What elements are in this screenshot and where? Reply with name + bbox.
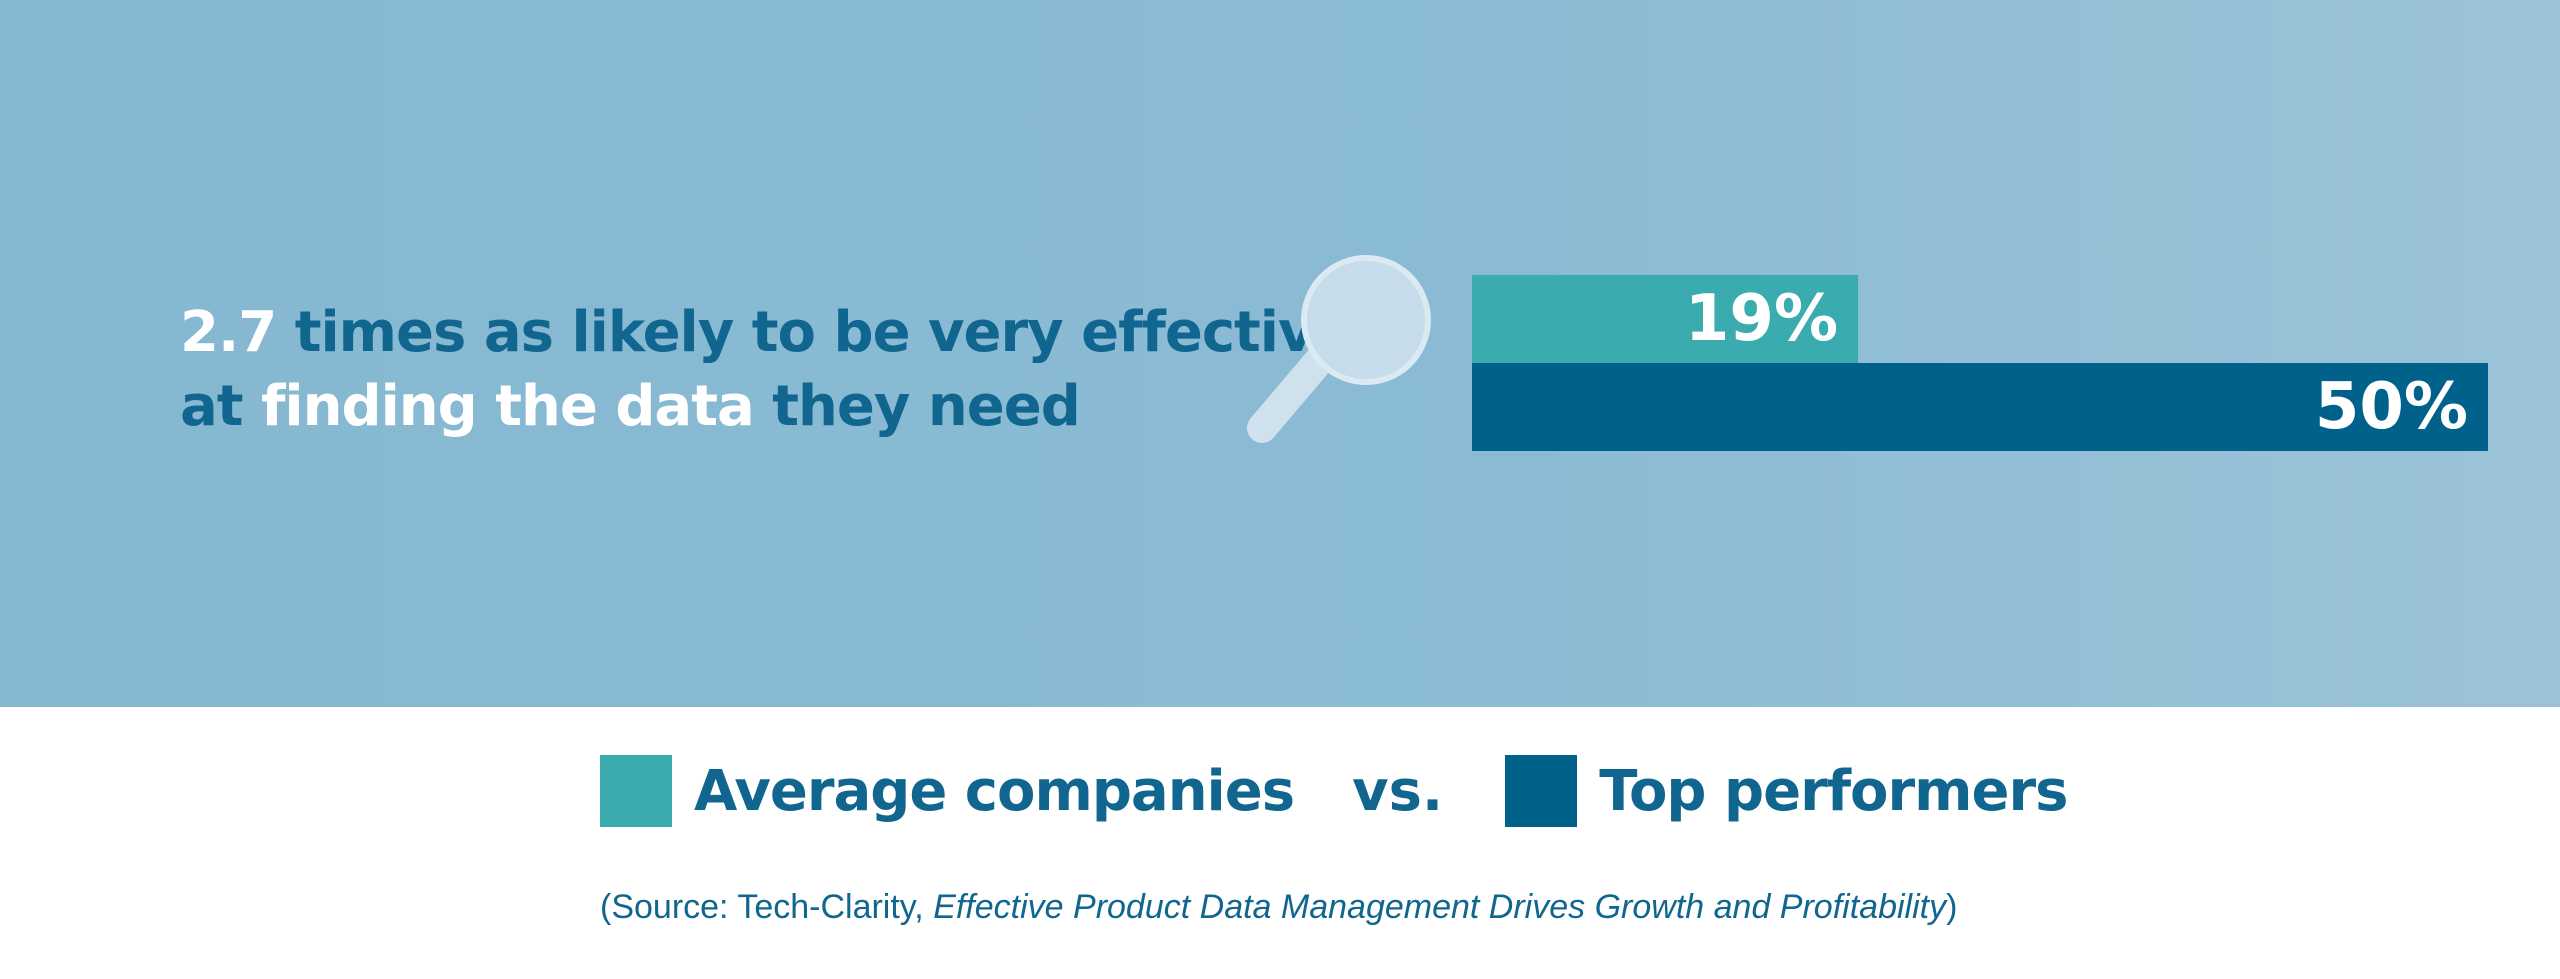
magnifier-handle [1247,347,1333,443]
bar-average [1472,275,1859,363]
bar-top [1472,363,2488,451]
legend: Average companies vs. Top performers [600,754,2068,828]
bar-label-top: 50% [2315,370,2468,444]
headline-text-2: at [180,374,262,439]
hero-panel [0,0,2560,707]
legend-swatch-average [600,755,672,827]
legend-label-average: Average companies [694,758,1295,824]
source-title: Effective Product Data Management Drives… [933,888,1947,926]
headline-highlight-multiplier: 2.7 [180,300,277,365]
headline-text-3: they need [753,374,1081,439]
legend-label-top: Top performers [1599,758,2068,824]
headline-highlight-phrase: finding the data [261,374,755,439]
source-citation: (Source: Tech-Clarity, Effective Product… [600,888,1957,927]
bar-label-average: 19% [1685,282,1838,356]
headline-text-1: times as likely to be very effective [276,300,1352,365]
legend-vs-label: vs. [1352,758,1444,824]
magnifying-glass-icon [1247,255,1431,443]
source-suffix: ) [1946,888,1958,926]
legend-swatch-top [1505,755,1578,827]
bar-chart: 19% 50% [1472,275,2488,451]
headline: 2.7 times as likely to be very effective… [180,296,1352,444]
magnifier-lens [1301,255,1431,385]
source-prefix: (Source: Tech-Clarity, [600,888,934,926]
